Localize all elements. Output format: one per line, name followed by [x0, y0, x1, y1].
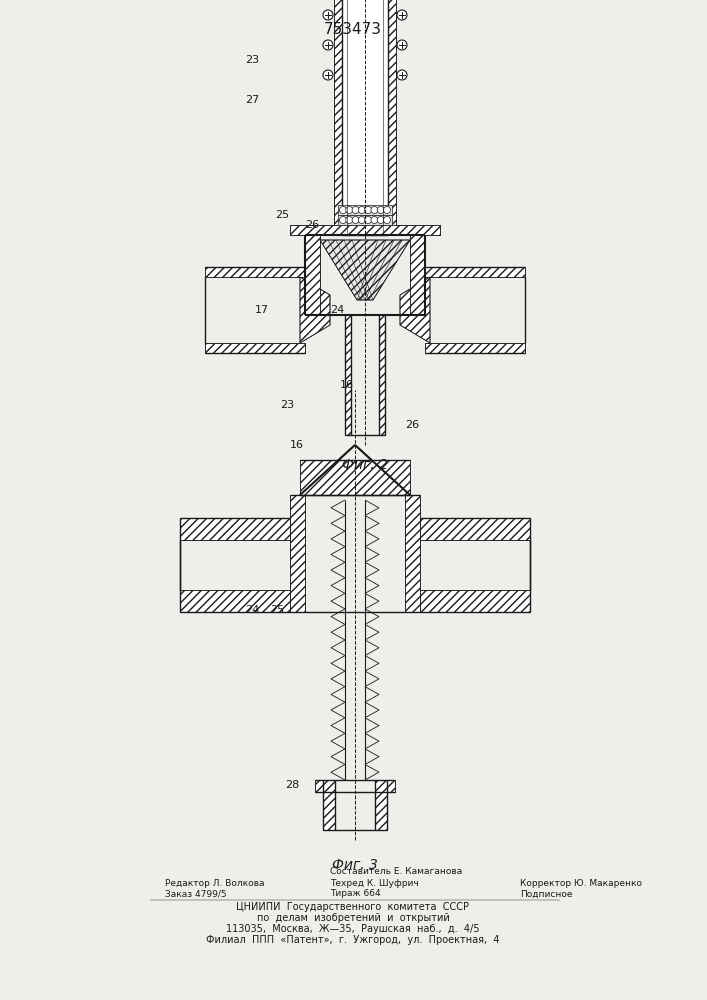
Circle shape: [371, 217, 378, 224]
Circle shape: [352, 207, 359, 214]
Text: Корректор Ю. Макаренко: Корректор Ю. Макаренко: [520, 879, 642, 888]
Polygon shape: [205, 267, 305, 277]
Polygon shape: [300, 445, 355, 495]
Text: 16: 16: [340, 380, 354, 390]
Text: 113035,  Москва,  Ж—35,  Раушская  наб.,  д.  4/5: 113035, Москва, Ж—35, Раушская наб., д. …: [226, 924, 480, 934]
Circle shape: [397, 10, 407, 20]
Polygon shape: [425, 267, 525, 277]
Text: Составитель Е. Камаганова: Составитель Е. Камаганова: [330, 867, 462, 876]
Bar: [342, 0, 388, 235]
Polygon shape: [300, 277, 330, 343]
Polygon shape: [355, 445, 410, 495]
Circle shape: [365, 207, 372, 214]
Text: 23: 23: [245, 55, 259, 65]
Circle shape: [346, 217, 353, 224]
Polygon shape: [180, 518, 290, 540]
Text: Филиал  ППП  «Патент»,  г.  Ужгород,  ул.  Проектная,  4: Филиал ППП «Патент», г. Ужгород, ул. Про…: [206, 935, 500, 945]
Circle shape: [397, 40, 407, 50]
Circle shape: [339, 217, 346, 224]
Text: Редактор Л. Волкова: Редактор Л. Волкова: [165, 879, 264, 888]
Circle shape: [323, 10, 333, 20]
Circle shape: [378, 217, 384, 224]
Text: Тираж 664: Тираж 664: [330, 890, 380, 898]
Polygon shape: [400, 277, 430, 343]
Text: 26: 26: [305, 220, 319, 230]
Text: 27: 27: [245, 95, 259, 105]
Polygon shape: [375, 780, 387, 830]
Polygon shape: [420, 518, 530, 540]
Circle shape: [323, 40, 333, 50]
Polygon shape: [405, 495, 420, 612]
Text: ЦНИИПИ  Государственного  комитета  СССР: ЦНИИПИ Государственного комитета СССР: [237, 902, 469, 912]
Circle shape: [397, 70, 407, 80]
Text: Фиг. 2: Фиг. 2: [342, 458, 388, 472]
Polygon shape: [205, 343, 305, 353]
Polygon shape: [300, 460, 410, 495]
Circle shape: [339, 207, 346, 214]
Polygon shape: [425, 343, 525, 353]
Circle shape: [378, 207, 384, 214]
Text: по  делам  изобретений  и  открытий: по делам изобретений и открытий: [257, 913, 450, 923]
Circle shape: [365, 217, 372, 224]
Text: 23: 23: [280, 400, 294, 410]
Circle shape: [352, 217, 359, 224]
Polygon shape: [323, 780, 335, 830]
Text: 26: 26: [405, 420, 419, 430]
Polygon shape: [387, 780, 395, 792]
Text: 24: 24: [330, 305, 344, 315]
Text: Заказ 4799/5: Заказ 4799/5: [165, 890, 227, 898]
Circle shape: [358, 207, 366, 214]
Polygon shape: [180, 590, 290, 612]
Polygon shape: [379, 315, 385, 435]
Text: 17: 17: [255, 305, 269, 315]
Polygon shape: [345, 315, 351, 435]
Circle shape: [323, 70, 333, 80]
Text: 25: 25: [270, 605, 284, 615]
Polygon shape: [305, 235, 320, 315]
Circle shape: [383, 207, 390, 214]
Polygon shape: [334, 0, 342, 235]
Bar: [338, 215, 392, 225]
Text: 25: 25: [275, 210, 289, 220]
Polygon shape: [320, 240, 410, 300]
Text: Техред К. Шуфрич: Техред К. Шуфрич: [330, 879, 419, 888]
Text: Фиг. 3: Фиг. 3: [332, 858, 378, 872]
Polygon shape: [420, 590, 530, 612]
Text: 753473: 753473: [324, 22, 382, 37]
Circle shape: [358, 217, 366, 224]
Text: 16: 16: [290, 440, 304, 450]
Polygon shape: [290, 225, 440, 235]
Polygon shape: [290, 495, 305, 612]
Circle shape: [346, 207, 353, 214]
Bar: [338, 205, 392, 215]
Text: 24: 24: [245, 605, 259, 615]
Polygon shape: [410, 235, 425, 315]
Circle shape: [383, 217, 390, 224]
Text: 28: 28: [285, 780, 299, 790]
Circle shape: [371, 207, 378, 214]
Polygon shape: [315, 780, 323, 792]
Text: Подписное: Подписное: [520, 890, 573, 898]
Polygon shape: [388, 0, 396, 235]
